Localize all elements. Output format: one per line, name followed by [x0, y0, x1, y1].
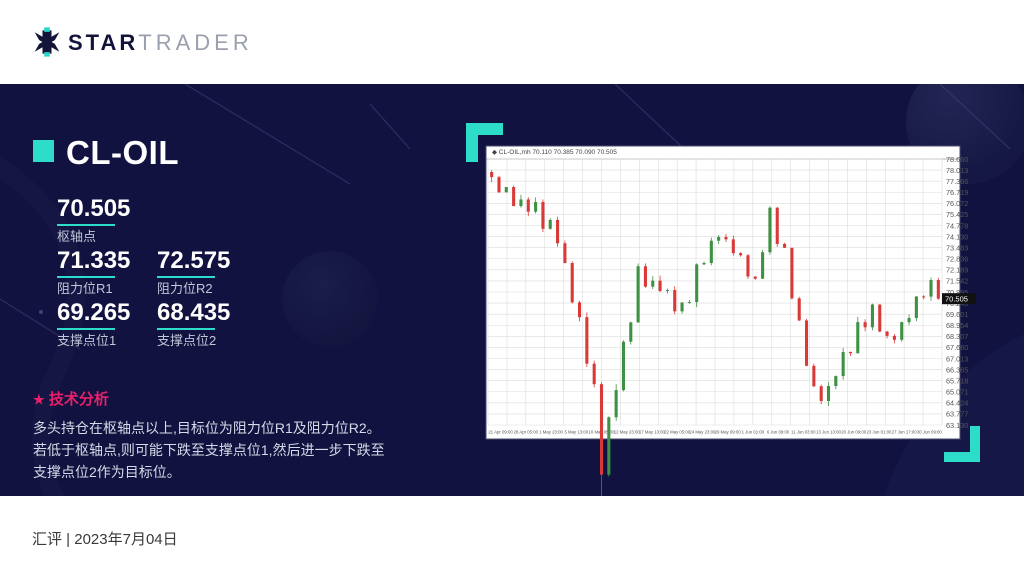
- svg-text:27 Jun 17:00: 27 Jun 17:00: [892, 430, 917, 435]
- svg-text:13 Jun 13:00: 13 Jun 13:00: [816, 430, 841, 435]
- svg-text:73.483: 73.483: [946, 243, 968, 252]
- svg-text:75.425: 75.425: [946, 210, 968, 219]
- svg-text:23 Jun 01:00: 23 Jun 01:00: [867, 430, 892, 435]
- svg-text:◆ CL-OIL,mh 70.110 70.385 7: ◆ CL-OIL,mh 70.110 70.385 70.090 70.505: [492, 149, 617, 156]
- svg-text:24 May 23:00: 24 May 23:00: [689, 430, 716, 435]
- svg-text:65.071: 65.071: [946, 388, 968, 397]
- svg-text:67.660: 67.660: [946, 343, 968, 352]
- svg-text:11 Jun 03:00: 11 Jun 03:00: [791, 430, 816, 435]
- svg-text:68.307: 68.307: [946, 332, 968, 341]
- svg-text:76.072: 76.072: [946, 199, 968, 208]
- svg-text:69.601: 69.601: [946, 310, 968, 319]
- svg-text:76.719: 76.719: [946, 188, 968, 197]
- svg-text:70.505: 70.505: [945, 295, 968, 304]
- svg-text:78.013: 78.013: [946, 166, 968, 175]
- svg-text:17 May 13:00: 17 May 13:00: [639, 430, 666, 435]
- svg-text:78.660: 78.660: [946, 155, 968, 164]
- svg-text:67.013: 67.013: [946, 354, 968, 363]
- svg-text:20 Jun 09:00: 20 Jun 09:00: [841, 430, 866, 435]
- svg-text:6 Jun 09:00: 6 Jun 09:00: [767, 430, 790, 435]
- svg-text:5 May 13:00: 5 May 13:00: [564, 430, 588, 435]
- svg-text:21 Apr 09:00: 21 Apr 09:00: [488, 430, 513, 435]
- svg-text:71.542: 71.542: [946, 277, 968, 286]
- svg-text:77.366: 77.366: [946, 177, 968, 186]
- svg-text:63.130: 63.130: [946, 421, 968, 430]
- svg-text:12 May 23:00: 12 May 23:00: [614, 430, 641, 435]
- svg-text:1 May 23:00: 1 May 23:00: [539, 430, 563, 435]
- svg-text:72.189: 72.189: [946, 266, 968, 275]
- svg-text:30 Jun 09:00: 30 Jun 09:00: [917, 430, 942, 435]
- svg-text:74.778: 74.778: [946, 221, 968, 230]
- svg-text:74.130: 74.130: [946, 232, 968, 241]
- svg-text:29 May 09:00: 29 May 09:00: [715, 430, 742, 435]
- svg-text:65.718: 65.718: [946, 376, 968, 385]
- svg-text:1 Jun 01:00: 1 Jun 01:00: [742, 430, 765, 435]
- svg-text:28 Apr 05:00: 28 Apr 05:00: [514, 430, 539, 435]
- svg-text:72.836: 72.836: [946, 255, 968, 264]
- svg-text:66.365: 66.365: [946, 365, 968, 374]
- svg-text:64.424: 64.424: [946, 399, 968, 408]
- svg-text:22 May 05:00: 22 May 05:00: [664, 430, 691, 435]
- svg-text:68.954: 68.954: [946, 321, 968, 330]
- svg-text:63.777: 63.777: [946, 410, 968, 419]
